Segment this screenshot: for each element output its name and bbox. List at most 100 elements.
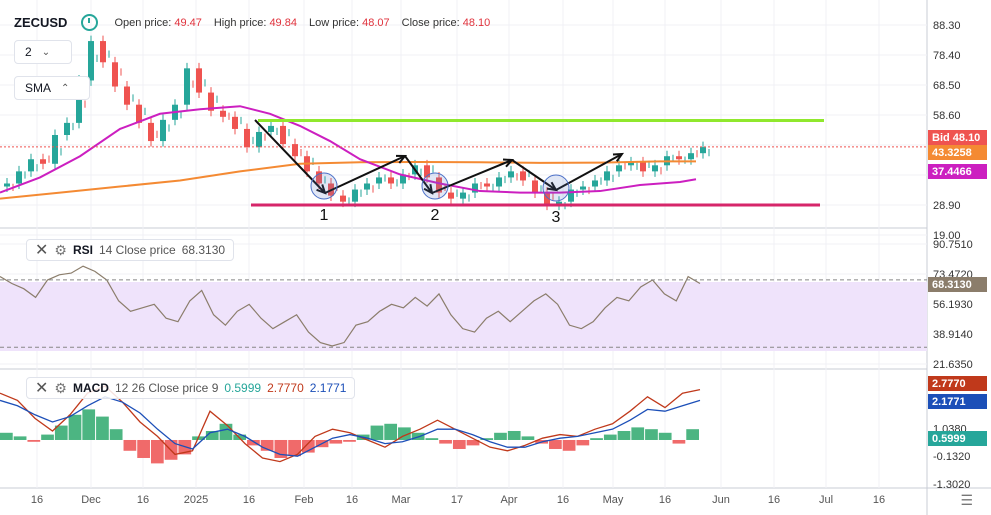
- rsi-tick-label: 38.9140: [933, 329, 973, 341]
- candle-body: [28, 159, 34, 172]
- macd-hist-bar: [288, 439, 301, 457]
- pattern-arrow: [511, 159, 557, 191]
- candle-body: [448, 192, 454, 199]
- rsi-line: [0, 265, 701, 347]
- macd-hist-bar: [343, 439, 356, 442]
- macd-hist-bar: [658, 432, 672, 440]
- candle-body: [124, 86, 130, 105]
- macd-hist-bar: [54, 425, 68, 440]
- rsi-tick-label: 90.7510: [933, 239, 973, 251]
- rsi-tick-label: 21.6350: [933, 359, 973, 371]
- close-icon[interactable]: ✕: [35, 242, 49, 259]
- macd-hist-bar: [41, 434, 54, 440]
- bottom-circle: [310, 172, 338, 200]
- gear-icon[interactable]: ⚙: [54, 379, 67, 396]
- macd-hist-bar: [452, 439, 466, 449]
- x-tick-label: Jul: [819, 494, 833, 506]
- macd-hist-bar: [137, 439, 150, 458]
- pattern-arrow: [254, 119, 326, 194]
- candle-body: [220, 110, 226, 117]
- candle-body: [352, 189, 358, 202]
- candle-body: [196, 68, 202, 93]
- clock-icon[interactable]: [81, 14, 99, 31]
- candle-body: [4, 183, 10, 187]
- candle-body: [280, 125, 286, 145]
- indicator-value: SMA: [25, 81, 52, 95]
- sma-long-tag: 43.3258: [928, 145, 987, 160]
- candle-body: [424, 165, 430, 178]
- settings-sliders-icon[interactable]: ☰: [960, 492, 973, 508]
- candle-body: [340, 195, 346, 202]
- open-label: Open price:: [114, 16, 172, 29]
- x-tick-label: Apr: [500, 494, 517, 506]
- price-tick-label: 19.00: [933, 230, 961, 242]
- signal-tag: 2.1771: [928, 394, 987, 409]
- candle-body: [52, 135, 58, 164]
- candle-body: [64, 122, 70, 135]
- gear-icon[interactable]: ⚙: [54, 241, 67, 258]
- close-label: Close price:: [401, 16, 460, 29]
- x-tick-label: 16: [31, 494, 43, 506]
- candle-body: [604, 171, 610, 181]
- x-tick-label: 16: [768, 494, 780, 506]
- candle-body: [76, 80, 82, 123]
- bottom-circle: [542, 174, 570, 202]
- candle-body: [508, 171, 514, 178]
- sma-long-line: [0, 160, 696, 200]
- macd-hist-bar: [617, 430, 631, 440]
- macd-tick-label: -0.1320: [933, 451, 970, 463]
- close-icon[interactable]: ✕: [35, 380, 49, 397]
- candle-body: [676, 156, 682, 160]
- x-tick-label: 2025: [184, 494, 208, 506]
- high-value: 49.84: [269, 16, 297, 29]
- macd-hist-bar: [549, 439, 562, 449]
- candle-body: [496, 177, 502, 187]
- candle-body: [484, 183, 490, 187]
- candle-body: [316, 171, 322, 184]
- candle-body: [376, 177, 382, 184]
- rsi-line-group: [0, 265, 927, 348]
- sma-short-line: [0, 105, 697, 194]
- macd-tag: 2.7770: [928, 376, 987, 391]
- x-tick-label: May: [603, 494, 624, 506]
- macd-signal-value: 2.1771: [309, 381, 347, 395]
- candle-body: [616, 165, 622, 172]
- macd-hist-bar: [13, 436, 27, 440]
- macd-hist-bar: [494, 432, 507, 440]
- macd-hist-bar: [150, 439, 164, 464]
- candle-body: [652, 165, 658, 172]
- candle-body: [580, 186, 586, 190]
- candle-body: [232, 116, 238, 129]
- candle-body: [40, 159, 46, 164]
- macd-hist-bar: [205, 430, 219, 440]
- candle-body: [136, 104, 142, 123]
- header-bar: ZECUSD Open price: 49.47 High price: 49.…: [14, 14, 490, 31]
- rsi-band: [0, 282, 927, 351]
- candle-body: [208, 92, 214, 111]
- macd-hist-bar: [27, 439, 41, 442]
- candle-body: [184, 68, 190, 105]
- indicator-dropdown[interactable]: SMA ⌃: [14, 76, 90, 100]
- close-value: 48.10: [462, 16, 491, 29]
- price-tick-label: 58.60: [933, 110, 961, 122]
- pattern-arrow: [431, 159, 513, 194]
- macd-hist-bar: [521, 436, 535, 440]
- candle-body: [244, 128, 250, 148]
- low-value: 48.07: [362, 16, 390, 29]
- signal-line: [0, 396, 701, 457]
- macd-group: [0, 385, 701, 464]
- macd-hist-bar: [576, 439, 590, 446]
- x-tick-label: 16: [873, 494, 885, 506]
- macd-hist-bar: [425, 438, 439, 440]
- candle-body: [628, 162, 634, 166]
- macd-hist-bar: [247, 439, 260, 446]
- x-tick-label: Jun: [712, 494, 730, 506]
- pattern-arrow: [404, 155, 433, 194]
- candle-body: [556, 201, 562, 205]
- macd-hist-bar: [219, 423, 233, 440]
- macd-hist-bar: [439, 439, 452, 444]
- candle-body: [568, 189, 574, 202]
- candle-body: [256, 131, 262, 148]
- sma-short-tag: 37.4466: [928, 164, 987, 179]
- interval-dropdown[interactable]: 2 ⌄: [14, 40, 72, 64]
